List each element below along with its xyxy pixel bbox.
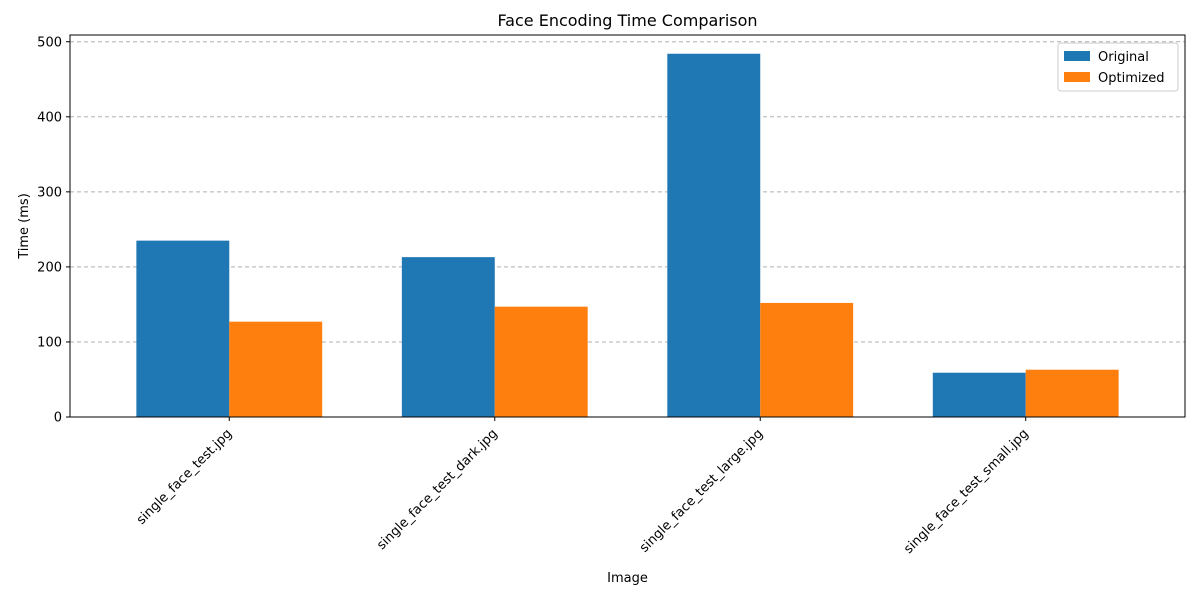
y-tick-label: 200 xyxy=(37,260,62,275)
bar-original-3 xyxy=(932,372,1026,417)
plot-frame xyxy=(69,34,1186,418)
x-axis-ticks: single_face_test.jpg single_face_test_dar… xyxy=(134,417,1032,557)
legend-label-optimized: Optimized xyxy=(1098,71,1165,86)
legend-label-original: Original xyxy=(1098,50,1149,65)
y-axis-ticks: 0 100 200 300 400 500 xyxy=(37,35,70,426)
axes xyxy=(69,34,1186,418)
bar-original-1 xyxy=(401,257,495,417)
y-tick-label: 400 xyxy=(37,110,62,125)
bar-optimized-3 xyxy=(1025,369,1119,417)
y-tick-label: 500 xyxy=(37,35,62,50)
chart-title: Face Encoding Time Comparison xyxy=(497,11,757,30)
x-tick-label: single_face_test.jpg xyxy=(134,426,235,527)
y-tick-label: 300 xyxy=(37,185,62,200)
y-tick-label: 0 xyxy=(54,411,62,426)
bar-optimized-0 xyxy=(229,321,323,417)
legend-swatch-optimized xyxy=(1064,72,1090,82)
legend: Original Optimized xyxy=(1057,42,1179,92)
y-axis-label: Time (ms) xyxy=(17,193,32,260)
bar-original-2 xyxy=(667,53,761,418)
legend-swatch-original xyxy=(1064,51,1090,61)
x-tick-label: single_face_test_small.jpg xyxy=(901,426,1031,556)
bar-optimized-1 xyxy=(494,306,588,417)
x-tick-label: single_face_test_large.jpg xyxy=(637,426,766,555)
x-axis-label: Image xyxy=(607,571,648,586)
bars xyxy=(136,53,1119,418)
y-tick-label: 100 xyxy=(37,335,62,350)
x-tick-label: single_face_test_dark.jpg xyxy=(374,426,501,553)
bar-original-0 xyxy=(136,240,230,417)
bar-optimized-2 xyxy=(760,302,854,417)
